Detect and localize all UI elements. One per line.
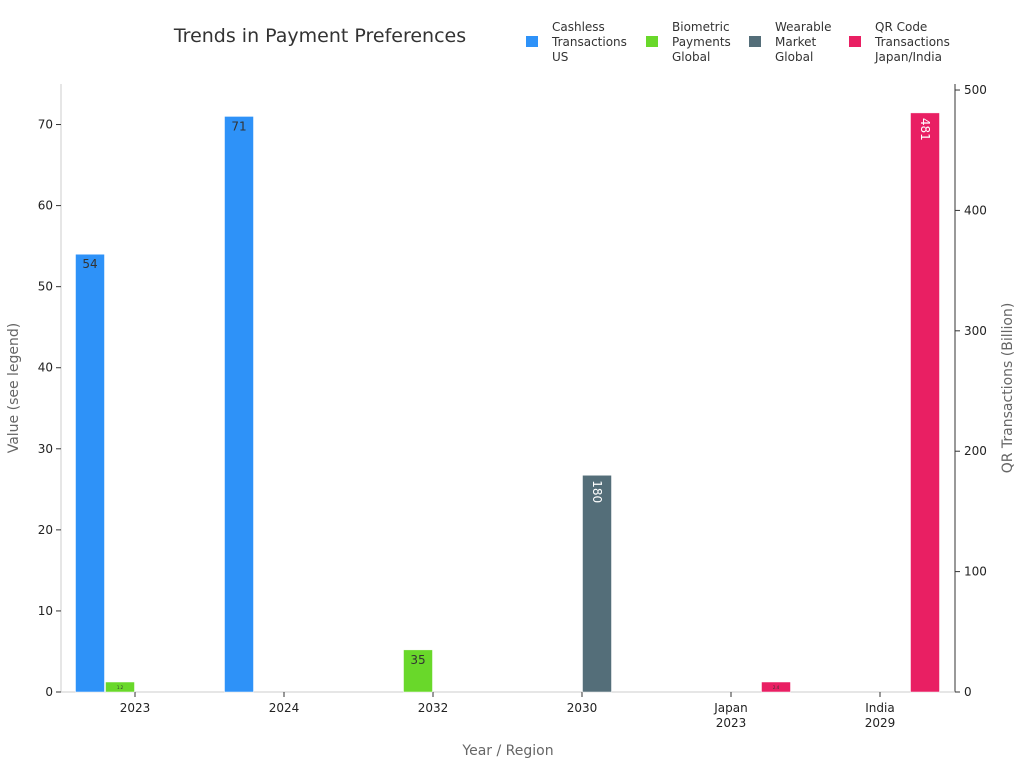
- bar: [224, 116, 254, 693]
- legend-label: QR Code: [875, 20, 927, 34]
- legend-swatch: [749, 36, 761, 47]
- bar-data-label: 71: [231, 119, 246, 133]
- x-tick-label: 2023: [120, 701, 151, 715]
- legend-label: Global: [775, 50, 813, 64]
- y2-tick-label: 0: [964, 685, 972, 699]
- y2-tick-label: 400: [964, 203, 987, 217]
- bar: [582, 475, 612, 693]
- x-tick-label: India: [865, 701, 894, 715]
- y-axis-label: Value (see legend): [6, 323, 22, 454]
- y2-tick-label: 200: [964, 444, 987, 458]
- x-tick-label: 2029: [865, 716, 896, 730]
- y2-tick-label: 100: [964, 565, 987, 579]
- legend-swatch: [526, 36, 538, 47]
- y-tick-label: 20: [38, 523, 53, 537]
- y-tick-label: 0: [45, 685, 53, 699]
- legend-label: Wearable: [775, 20, 832, 34]
- legend-label: Biometric: [672, 20, 730, 34]
- x-axis-label: Year / Region: [461, 743, 553, 759]
- y2-axis-label: QR Transactions (Billion): [1000, 303, 1016, 474]
- legend-label: Transactions: [551, 35, 627, 49]
- bar: [403, 649, 433, 693]
- legend-label: Cashless: [552, 20, 605, 34]
- bar: [910, 112, 940, 693]
- legend-label: US: [552, 50, 568, 64]
- legend-label: Transactions: [874, 35, 950, 49]
- y-tick-label: 30: [38, 442, 53, 456]
- legend-swatch: [849, 36, 861, 47]
- bar: [761, 681, 791, 693]
- legend-label: Payments: [672, 35, 731, 49]
- legend-label: Global: [672, 50, 710, 64]
- x-tick-label: 2032: [418, 701, 449, 715]
- bar-data-label: 35: [410, 653, 425, 667]
- bar-data-label: 2.4: [773, 685, 780, 690]
- legend-label: Market: [775, 35, 817, 49]
- bar-data-label: 180: [590, 480, 604, 503]
- y-tick-label: 40: [38, 361, 53, 375]
- x-tick-label: 2023: [716, 716, 747, 730]
- x-tick-label: 2024: [269, 701, 300, 715]
- legend-label: Japan/India: [874, 50, 942, 64]
- y-tick-label: 50: [38, 280, 53, 294]
- bar-data-label: 1.2: [117, 685, 124, 690]
- y-tick-label: 60: [38, 199, 53, 213]
- bar-data-label: 481: [918, 118, 932, 141]
- bar: [105, 681, 135, 693]
- x-tick-label: 2030: [567, 701, 598, 715]
- chart-title: Trends in Payment Preferences: [173, 25, 466, 47]
- legend-swatch: [646, 36, 658, 47]
- y2-tick-label: 300: [964, 324, 987, 338]
- y-tick-label: 70: [38, 118, 53, 132]
- bar: [75, 253, 105, 693]
- y-tick-label: 10: [38, 604, 53, 618]
- bar-data-label: 54: [82, 257, 97, 271]
- y2-tick-label: 500: [964, 83, 987, 97]
- x-tick-label: Japan: [713, 701, 747, 715]
